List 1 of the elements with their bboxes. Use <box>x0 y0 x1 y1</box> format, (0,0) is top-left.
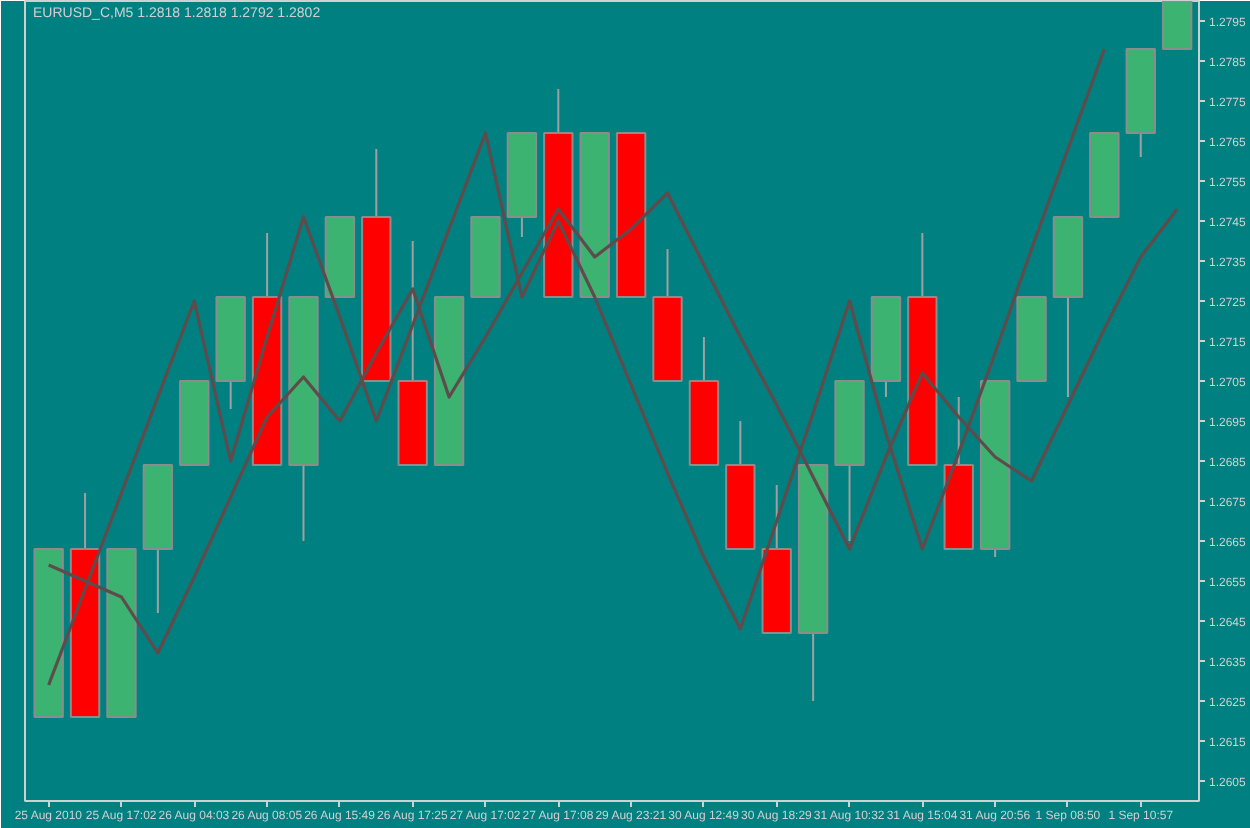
candlestick <box>1161 1 1193 50</box>
